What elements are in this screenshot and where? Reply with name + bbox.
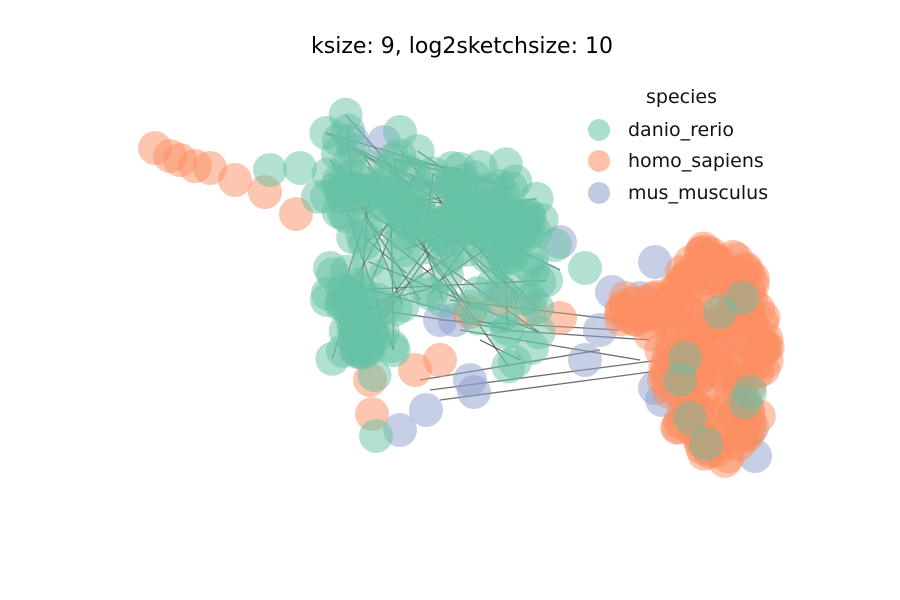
graph-node (668, 341, 702, 375)
graph-node (721, 340, 756, 375)
graph-node (490, 312, 525, 347)
graph-node (423, 343, 457, 377)
graph-node (683, 236, 718, 271)
graph-node (733, 375, 767, 409)
graph-node (663, 363, 697, 397)
graph-node (457, 375, 491, 409)
graph-node (409, 393, 443, 427)
graph-node (516, 253, 551, 288)
graph-node (463, 150, 498, 184)
legend-marker-icon (588, 181, 610, 204)
graph-node (713, 424, 748, 459)
graph-node (498, 345, 532, 379)
graph-node (732, 274, 767, 309)
graph-node (351, 328, 386, 363)
graph-node (491, 271, 525, 306)
legend-marker-icon (588, 118, 610, 141)
graph-node (703, 295, 737, 329)
graph-node (400, 176, 435, 211)
graph-node (750, 330, 785, 365)
graph-node (359, 419, 393, 453)
graph-node (309, 116, 344, 150)
legend: species danio_rerio homo_sapiens mus_mus… (584, 86, 824, 209)
graph-node (746, 300, 781, 335)
graph-node (689, 427, 723, 461)
graph-node (425, 283, 460, 318)
graph-node (283, 151, 317, 185)
graph-node (488, 147, 523, 182)
legend-label: homo_sapiens (628, 150, 764, 173)
graph-node (568, 251, 602, 285)
legend-label: danio_rerio (628, 118, 734, 141)
graph-node (638, 245, 672, 279)
graph-node (694, 370, 729, 405)
graph-node (218, 163, 252, 197)
legend-label: mus_musculus (628, 181, 769, 204)
graph-node (728, 385, 762, 419)
graph-node (435, 151, 469, 185)
legend-marker-icon (588, 150, 610, 173)
graph-node (673, 401, 707, 435)
graph-node (351, 244, 386, 279)
graph-node (310, 283, 344, 317)
graph-node (347, 172, 382, 207)
graph-node (313, 251, 347, 285)
graph-node (604, 302, 638, 337)
graph-node (685, 340, 720, 375)
graph-node (383, 115, 417, 149)
graph-node (429, 257, 464, 292)
graph-node (253, 153, 287, 187)
legend-title: species (646, 86, 717, 108)
legend-entry-homo-sapiens: homo_sapiens (584, 146, 824, 178)
graph-node (640, 299, 675, 334)
legend-entry-danio-rerio: danio_rerio (584, 114, 824, 146)
chart-title: ksize: 9, log2sketchsize: 10 (311, 34, 613, 59)
graph-node (468, 201, 503, 236)
graph-nodes (138, 97, 785, 478)
graph-node (720, 301, 755, 336)
graph-node (538, 228, 572, 262)
graph-node (381, 227, 416, 262)
graph-node (725, 281, 759, 315)
graph-node (568, 343, 602, 377)
legend-entry-mus-musculus: mus_musculus (584, 177, 824, 209)
